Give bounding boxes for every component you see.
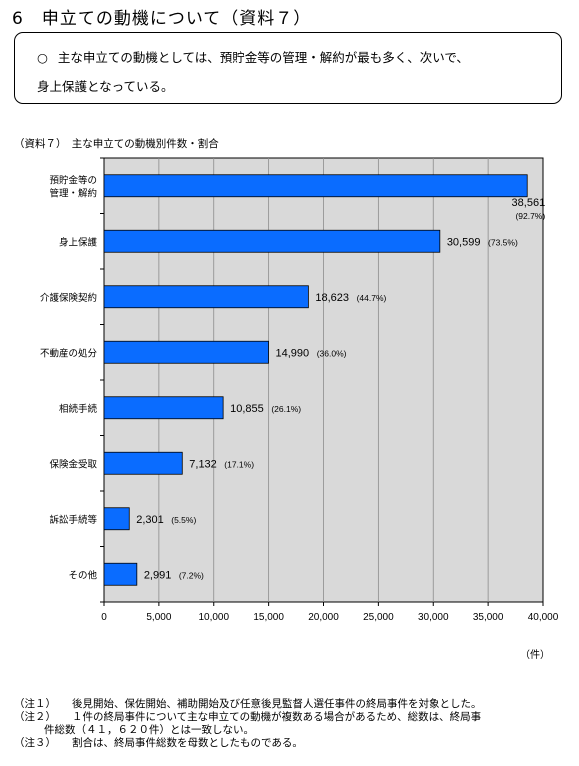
category-label: 管理・解約 <box>49 187 97 199</box>
data-label-percent: (92.7%) <box>515 211 545 221</box>
data-label-value: 30,599 <box>447 236 481 248</box>
data-label-percent: (44.7%) <box>357 293 387 303</box>
note-2: （注２） １件の終局事件について主な申立ての動機が複数ある場合があるため、総数は、… <box>14 711 481 724</box>
data-label-percent: (36.0%) <box>317 348 347 358</box>
x-tick-label: 15,000 <box>253 612 284 623</box>
bar <box>103 285 309 309</box>
bar <box>103 340 269 364</box>
category-label: 相続手続 <box>59 403 98 415</box>
bar <box>103 396 224 420</box>
bullet-icon: ○ <box>37 50 48 65</box>
data-label-value: 18,623 <box>315 292 349 304</box>
summary-text-2: 身上保護となっている。 <box>37 79 174 94</box>
note-3-text: 割合は、終局事件総数を母数としたものである。 <box>72 737 303 749</box>
data-label-percent: (73.5%) <box>488 237 518 247</box>
data-label-percent: (26.1%) <box>271 404 301 414</box>
x-tick-label: 20,000 <box>308 612 339 623</box>
category-label: 保険金受取 <box>49 458 97 470</box>
data-label-value: 2,301 <box>136 514 164 526</box>
summary-box: ○ 主な申立ての動機としては、預貯金等の管理・解約が最も多く、次いで、 身上保護と… <box>14 32 562 104</box>
note-2-index: （注２） <box>14 711 56 723</box>
data-label-value: 7,132 <box>189 458 217 470</box>
x-tick-label: 25,000 <box>363 612 394 623</box>
note-1-index: （注１） <box>14 698 56 710</box>
data-label-value: 38,561 <box>512 197 546 209</box>
note-2-continuation: 件総数（４１，６２０件）とは一致しない。 <box>44 724 254 736</box>
bar <box>103 507 130 531</box>
note-3: （注３） 割合は、終局事件総数を母数としたものである。 <box>14 737 303 750</box>
note-2-text: １件の終局事件について主な申立ての動機が複数ある場合があるため、総数は、終局事 <box>72 711 482 723</box>
data-label-percent: (17.1%) <box>224 459 254 469</box>
note-1: （注１） 後見開始、保佐開始、補助開始及び任意後見監督人選任事件の終局事件を対象と… <box>14 698 482 711</box>
note-1-text: 後見開始、保佐開始、補助開始及び任意後見監督人選任事件の終局事件を対象とした。 <box>72 698 482 710</box>
data-label-value: 10,855 <box>230 403 264 415</box>
section-title: 6 申立ての動機について（資料７） <box>12 9 312 29</box>
bar <box>103 562 138 586</box>
x-tick-label: 35,000 <box>473 612 504 623</box>
x-tick-label: 30,000 <box>418 612 449 623</box>
category-label: その他 <box>68 569 97 581</box>
bar <box>103 229 441 253</box>
data-label-percent: (5.5%) <box>171 515 196 525</box>
note-3-index: （注３） <box>14 737 56 749</box>
data-label-value: 2,991 <box>144 569 172 581</box>
x-tick-label: 5,000 <box>146 612 171 623</box>
category-label: 介護保険契約 <box>40 292 97 304</box>
x-tick-label: 0 <box>101 612 107 623</box>
category-label: 不動産の処分 <box>40 347 98 359</box>
summary-text-1: 主な申立ての動機としては、預貯金等の管理・解約が最も多く、次いで、 <box>57 50 469 65</box>
summary-line-1: ○ 主な申立ての動機としては、預貯金等の管理・解約が最も多く、次いで、 <box>37 43 547 72</box>
category-label: 預貯金等の <box>49 174 97 186</box>
x-tick-label: 10,000 <box>198 612 229 623</box>
category-label: 訴訟手続等 <box>49 514 97 526</box>
x-tick-label: 40,000 <box>528 612 559 623</box>
bar <box>103 451 183 475</box>
category-label: 身上保護 <box>59 236 98 248</box>
data-label-value: 14,990 <box>276 347 310 359</box>
unit-label: （件） <box>520 649 550 661</box>
bar <box>103 174 528 198</box>
chart-caption: （資料７） 主な申立ての動機別件数・割合 <box>14 138 219 150</box>
data-label-percent: (7.2%) <box>179 570 204 580</box>
